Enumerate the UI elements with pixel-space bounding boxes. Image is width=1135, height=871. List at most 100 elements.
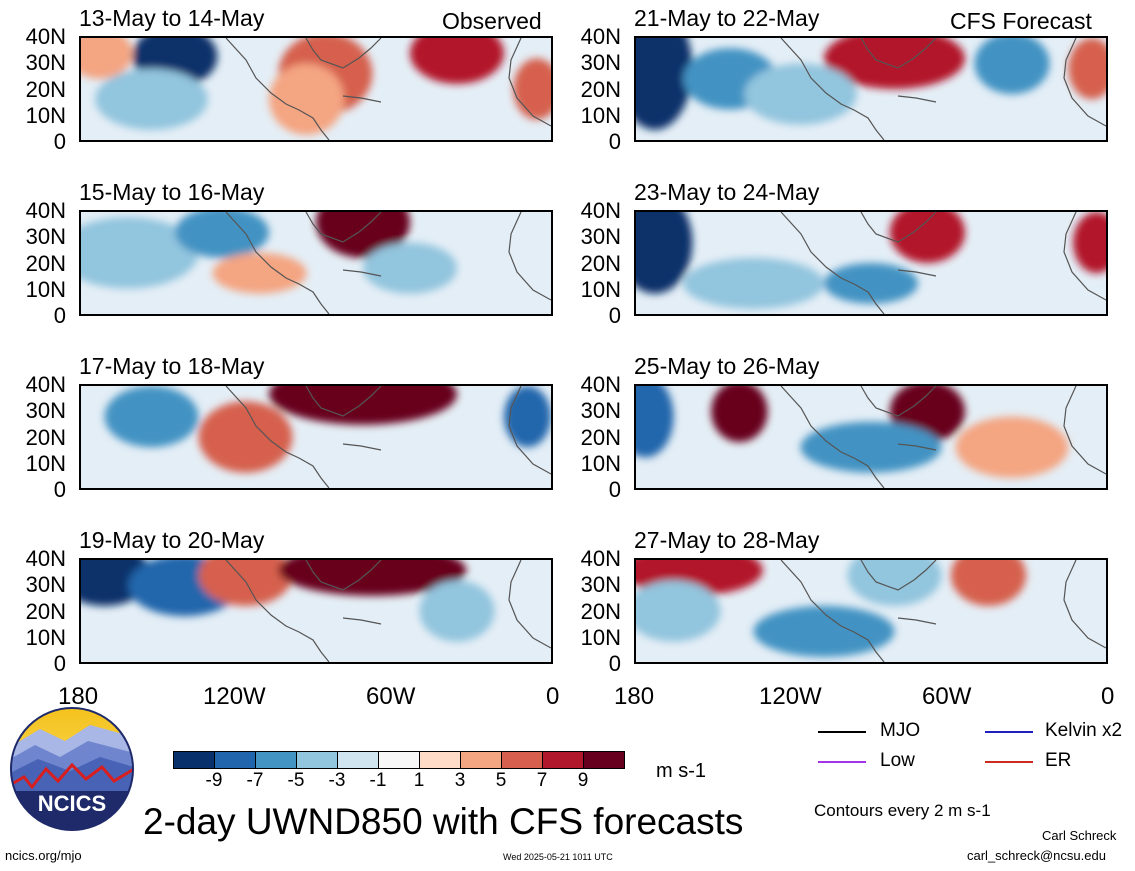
lat-label: 40N (580, 198, 621, 223)
lat-label: 0 (608, 303, 621, 328)
legend-label-kelvin: Kelvin x2 (1045, 720, 1123, 741)
lat-label: 40N (25, 198, 66, 223)
legend-line-kelvin (985, 731, 1033, 733)
lon-label: 120W (759, 683, 822, 710)
colorbar-label: -5 (287, 770, 305, 791)
colorbar-units: m s-1 (656, 760, 706, 782)
map-panel (79, 558, 553, 664)
legend-line-low (818, 761, 866, 763)
author: Carl Schreck (1042, 828, 1117, 843)
lat-label: 0 (608, 477, 621, 502)
panel-title: 21-May to 22-May (634, 5, 820, 31)
colorbar-swatch (501, 751, 543, 769)
colorbar-label: -3 (328, 770, 346, 791)
colorbar-swatch (255, 751, 297, 769)
lat-label: 10N (580, 277, 621, 302)
ncics-logo: NCICS (10, 707, 134, 831)
lat-label: 0 (53, 651, 66, 676)
lat-label: 10N (580, 625, 621, 650)
map-panel (79, 384, 553, 490)
panel-title: 19-May to 20-May (79, 527, 265, 553)
panel-title: 15-May to 16-May (79, 179, 265, 205)
lat-label: 30N (580, 398, 621, 423)
colorbar-label: 9 (577, 770, 589, 791)
lat-label: 10N (25, 625, 66, 650)
colorbar-swatch (296, 751, 338, 769)
lat-label: 40N (580, 372, 621, 397)
lon-label: 0 (546, 683, 560, 710)
colorbar-swatch (460, 751, 502, 769)
lat-label: 0 (608, 129, 621, 154)
colorbar-swatch (214, 751, 256, 769)
map-panel (79, 210, 553, 316)
panel-title: 23-May to 24-May (634, 179, 820, 205)
lon-label: 180 (58, 683, 99, 710)
contour-note: Contours every 2 m s-1 (814, 801, 991, 820)
svg-text:NCICS: NCICS (38, 791, 106, 816)
colorbar-swatch (378, 751, 420, 769)
legend-label-mjo: MJO (880, 720, 921, 741)
map-panel (79, 36, 553, 142)
lat-label: 20N (25, 251, 66, 276)
map-panel (634, 384, 1108, 490)
timestamp: Wed 2025-05-21 1011 UTC (503, 852, 613, 862)
legend-label-er: ER (1045, 750, 1072, 771)
lon-label: 120W (203, 683, 266, 710)
lat-label: 30N (580, 50, 621, 75)
lat-label: 20N (25, 599, 66, 624)
legend-label-low: Low (880, 750, 915, 771)
colorbar-label: 5 (495, 770, 507, 791)
colorbar-swatch (542, 751, 584, 769)
lat-label: 30N (580, 572, 621, 597)
lat-label: 40N (25, 372, 66, 397)
lat-label: 30N (25, 572, 66, 597)
lat-label: 20N (580, 425, 621, 450)
cfs-forecast-label: CFS Forecast (950, 8, 1092, 34)
lat-label: 0 (53, 477, 66, 502)
colorbar-label: -7 (246, 770, 264, 791)
lon-label: 60W (922, 683, 972, 710)
author-email: carl_schreck@ncsu.edu (967, 848, 1106, 863)
lat-label: 40N (25, 546, 66, 571)
colorbar-label: 3 (454, 770, 466, 791)
lon-label: 180 (614, 683, 655, 710)
colorbar-label: -9 (205, 770, 223, 791)
lat-label: 40N (580, 24, 621, 49)
lat-label: 30N (25, 224, 66, 249)
colorbar-swatch (173, 751, 215, 769)
url-text: ncics.org/mjo (5, 848, 82, 863)
lat-label: 10N (25, 103, 66, 128)
lat-label: 0 (53, 129, 66, 154)
colorbar-label: -1 (369, 770, 387, 791)
lat-label: 20N (580, 77, 621, 102)
colorbar-label: 7 (536, 770, 548, 791)
lat-label: 20N (580, 599, 621, 624)
colorbar-swatch (337, 751, 379, 769)
map-panel (634, 210, 1108, 316)
lat-label: 10N (25, 451, 66, 476)
lat-label: 40N (580, 546, 621, 571)
lat-label: 20N (580, 251, 621, 276)
lat-label: 0 (608, 651, 621, 676)
map-panel (634, 36, 1108, 142)
lat-label: 20N (25, 425, 66, 450)
colorbar-swatch (419, 751, 461, 769)
lon-label: 0 (1101, 683, 1115, 710)
colorbar-swatch (583, 751, 625, 769)
lat-label: 20N (25, 77, 66, 102)
lat-label: 10N (25, 277, 66, 302)
lon-label: 60W (366, 683, 416, 710)
colorbar-label: 1 (413, 770, 425, 791)
lat-label: 0 (53, 303, 66, 328)
panel-title: 25-May to 26-May (634, 353, 820, 379)
panel-title: 13-May to 14-May (79, 5, 265, 31)
observed-label: Observed (442, 8, 542, 34)
legend-line-er (985, 761, 1033, 763)
lat-label: 30N (580, 224, 621, 249)
panel-title: 27-May to 28-May (634, 527, 820, 553)
lat-label: 30N (25, 50, 66, 75)
main-title: 2-day UWND850 with CFS forecasts (143, 801, 744, 842)
lat-label: 10N (580, 451, 621, 476)
panel-title: 17-May to 18-May (79, 353, 265, 379)
legend-line-mjo (818, 731, 866, 733)
